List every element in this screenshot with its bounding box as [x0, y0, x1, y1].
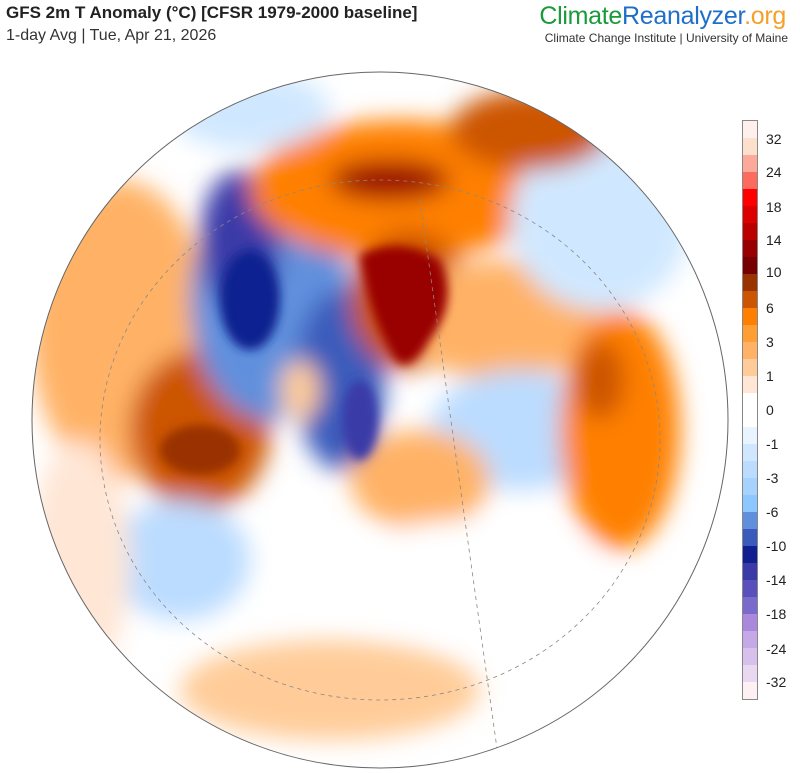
colorbar-bin [743, 138, 757, 155]
colorbar-bin [743, 597, 757, 614]
colorbar-bin [743, 682, 757, 699]
colorbar-label: 10 [766, 264, 782, 280]
colorbar-bin [743, 342, 757, 359]
colorbar-label: 6 [766, 300, 774, 316]
globe-disc [32, 72, 728, 768]
colorbar-label: -1 [766, 436, 779, 452]
colorbar-bin [743, 121, 757, 138]
colorbar-label: 14 [766, 232, 782, 248]
map-title: GFS 2m T Anomaly (°C) [CFSR 1979-2000 ba… [6, 3, 418, 22]
colorbar-label: 32 [766, 131, 782, 147]
colorbar-bin [743, 172, 757, 189]
colorbar-label: 1 [766, 368, 774, 384]
colorbar [742, 120, 758, 700]
map-subtitle: 1-day Avg | Tue, Apr 21, 2026 [6, 27, 217, 44]
colorbar-bin [743, 155, 757, 172]
colorbar-bin [743, 665, 757, 682]
colorbar-label: -18 [766, 606, 787, 622]
colorbar-bin [743, 495, 757, 512]
colorbar-bin [743, 325, 757, 342]
brand-logo[interactable]: ClimateReanalyzer.org [539, 2, 786, 30]
colorbar-bin [743, 257, 757, 274]
colorbar-label: -10 [766, 538, 787, 554]
colorbar-bin [743, 206, 757, 223]
colorbar-bin [743, 274, 757, 291]
colorbar-bin [743, 563, 757, 580]
colorbar-bin [743, 580, 757, 597]
colorbar-bin [743, 512, 757, 529]
colorbar-bin [743, 308, 757, 325]
colorbar-bin [743, 410, 757, 427]
colorbar-bin [743, 444, 757, 461]
colorbar-label: -14 [766, 572, 787, 588]
colorbar-bin [743, 376, 757, 393]
colorbar-label: -6 [766, 504, 779, 520]
colorbar-bin [743, 189, 757, 206]
colorbar-label: 24 [766, 164, 782, 180]
colorbar-bin [743, 223, 757, 240]
colorbar-bin [743, 427, 757, 444]
colorbar-bin [743, 614, 757, 631]
colorbar-bin [743, 648, 757, 665]
colorbar-bin [743, 359, 757, 376]
colorbar-label: -32 [766, 674, 787, 690]
colorbar-bin [743, 546, 757, 563]
colorbar-bin [743, 240, 757, 257]
colorbar-label: -24 [766, 641, 787, 657]
colorbar-label: 18 [766, 199, 782, 215]
colorbar-bin [743, 529, 757, 546]
colorbar-bin [743, 631, 757, 648]
institution-label: Climate Change Institute | University of… [544, 31, 788, 45]
colorbar-bin [743, 461, 757, 478]
colorbar-bin [743, 478, 757, 495]
colorbar-bin [743, 393, 757, 410]
colorbar-label: 3 [766, 334, 774, 350]
colorbar-bin [743, 291, 757, 308]
colorbar-label: 0 [766, 402, 774, 418]
colorbar-label: -3 [766, 470, 779, 486]
